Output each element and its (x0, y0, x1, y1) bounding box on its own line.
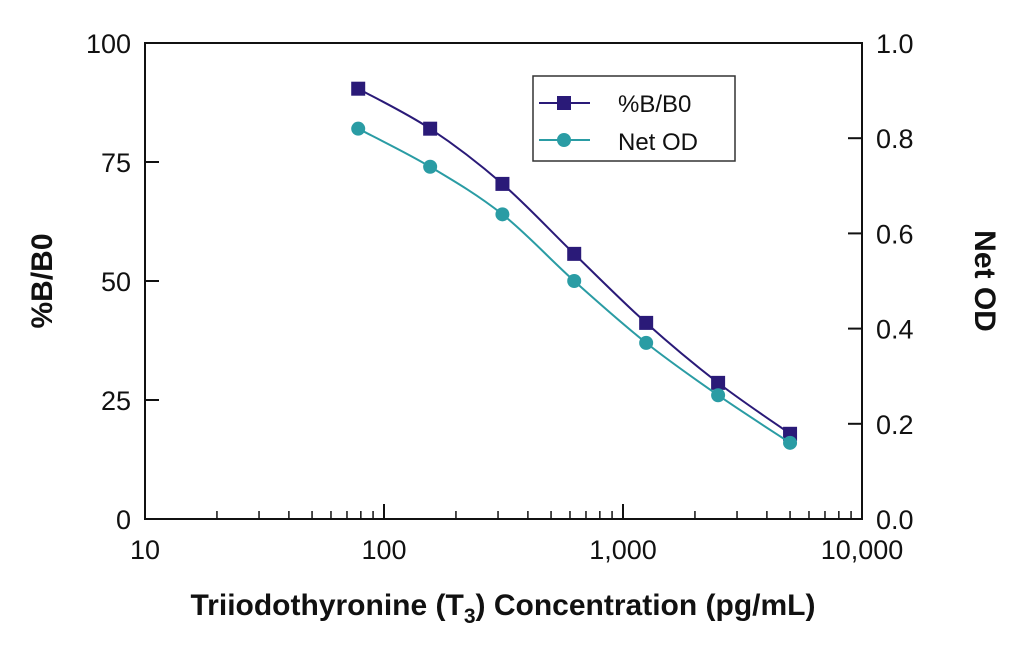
y2-axis-label: Net OD (968, 230, 1001, 332)
data-point-bb0 (711, 375, 726, 390)
y-tick-label: 0 (116, 505, 131, 535)
y-tick-label: 25 (101, 386, 131, 416)
x-axis-label: Triiodothyronine (T3) Concentration (pg/… (191, 589, 816, 628)
data-point-netod (423, 159, 438, 174)
plot-frame (144, 42, 863, 520)
y2-tick-label: 0.4 (876, 315, 914, 345)
data-point-netod (567, 274, 582, 288)
x-tick-label: 100 (361, 535, 406, 565)
legend: %B/B0 Net OD (532, 75, 736, 162)
data-point-bb0 (423, 121, 438, 136)
legend-marker-circle (557, 133, 571, 147)
data-point-netod (639, 335, 654, 350)
y-axis-label: %B/B0 (26, 233, 59, 328)
data-point-netod (351, 121, 366, 136)
data-point-bb0 (567, 246, 582, 261)
data-point-netod (783, 435, 798, 450)
data-point-bb0 (495, 176, 510, 191)
x-tick-label: 1,000 (589, 535, 657, 565)
x-tick-label: 10,000 (821, 535, 904, 565)
y2-tick-label: 1.0 (876, 29, 914, 59)
y-tick-label: 100 (86, 29, 131, 59)
y-tick-label: 75 (101, 148, 131, 178)
data-point-bb0 (639, 315, 654, 330)
data-point-bb0 (351, 81, 366, 96)
y2-tick-label: 0.6 (876, 219, 914, 249)
legend-marker-square (557, 96, 571, 110)
data-point-netod (711, 388, 726, 403)
y-tick-label: 50 (101, 267, 131, 297)
legend-label-bb0: %B/B0 (618, 91, 691, 118)
legend-box (532, 75, 736, 162)
y2-tick-label: 0.0 (876, 505, 914, 535)
y2-tick-label: 0.8 (876, 124, 914, 154)
x-tick-label: 10 (130, 535, 160, 565)
y2-tick-label: 0.2 (876, 410, 914, 440)
legend-label-netod: Net OD (618, 129, 698, 156)
data-point-netod (495, 207, 510, 222)
